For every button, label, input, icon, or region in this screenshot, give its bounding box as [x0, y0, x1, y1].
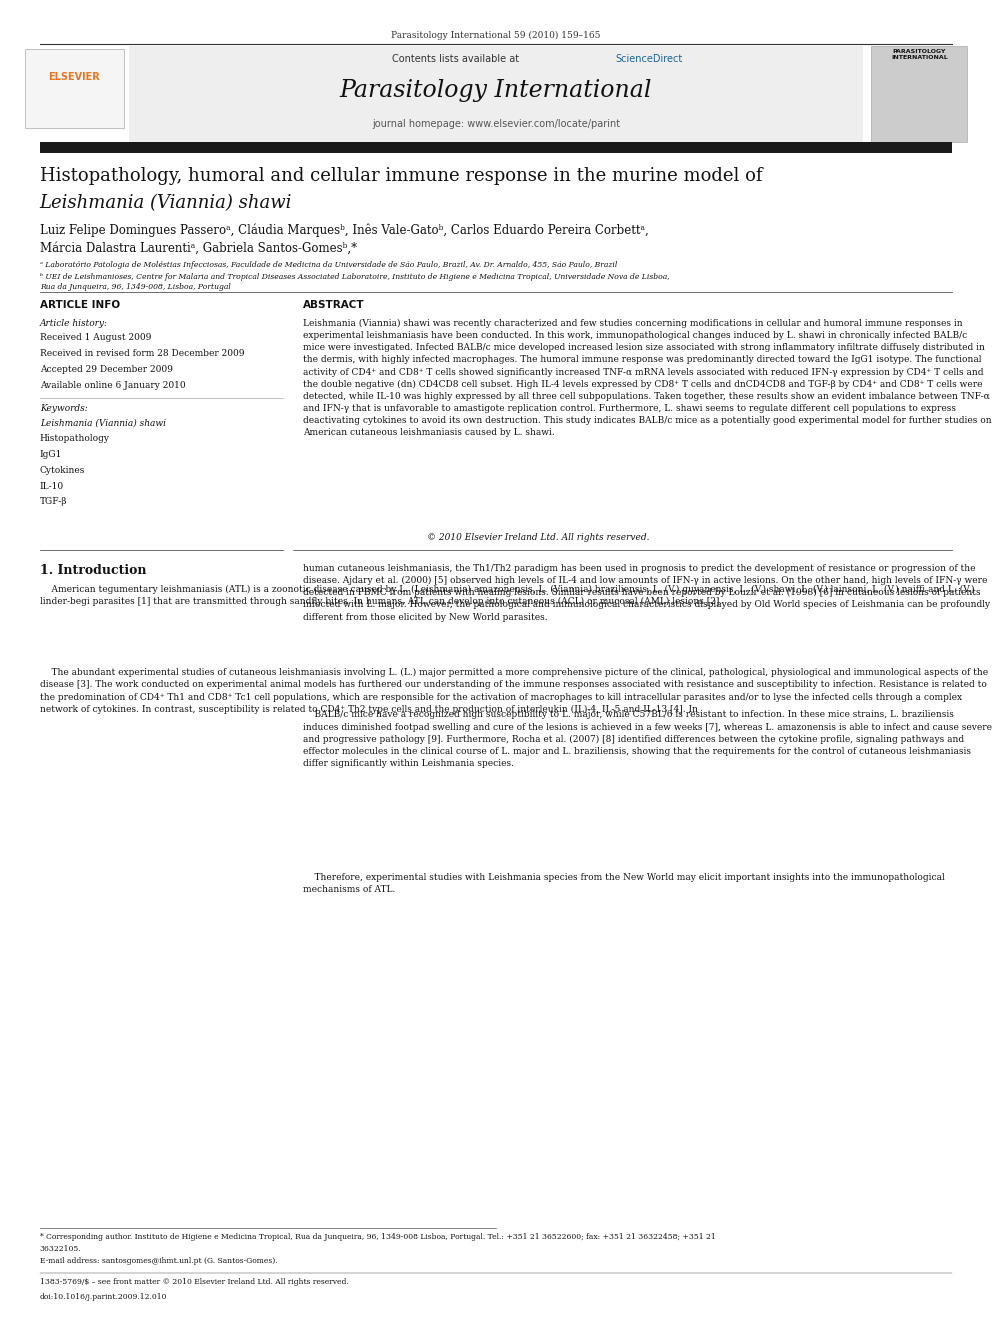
Text: Histopathology: Histopathology — [40, 434, 110, 443]
Text: Article history:: Article history: — [40, 319, 108, 328]
Text: Leishmania (Viannia) shawi: Leishmania (Viannia) shawi — [40, 418, 166, 427]
FancyBboxPatch shape — [871, 46, 967, 142]
Text: Available online 6 January 2010: Available online 6 January 2010 — [40, 381, 186, 390]
Text: Received 1 August 2009: Received 1 August 2009 — [40, 333, 151, 343]
Text: ABSTRACT: ABSTRACT — [303, 300, 364, 311]
Text: doi:10.1016/j.parint.2009.12.010: doi:10.1016/j.parint.2009.12.010 — [40, 1293, 168, 1301]
Text: Rua da Junqueira, 96, 1349-008, Lisboa, Portugal: Rua da Junqueira, 96, 1349-008, Lisboa, … — [40, 283, 230, 291]
FancyBboxPatch shape — [40, 142, 952, 153]
Text: Parasitology International: Parasitology International — [340, 79, 652, 102]
FancyBboxPatch shape — [129, 46, 863, 142]
Text: Luiz Felipe Domingues Passeroᵃ, Cláudia Marquesᵇ, Inês Vale-Gatoᵇ, Carlos Eduard: Luiz Felipe Domingues Passeroᵃ, Cláudia … — [40, 224, 649, 237]
Text: * Corresponding author. Instituto de Higiene e Medicina Tropical, Rua da Junquei: * Corresponding author. Instituto de Hig… — [40, 1233, 715, 1241]
Text: Keywords:: Keywords: — [40, 404, 87, 413]
Text: IL-10: IL-10 — [40, 482, 63, 491]
Text: 1383-5769/$ – see front matter © 2010 Elsevier Ireland Ltd. All rights reserved.: 1383-5769/$ – see front matter © 2010 El… — [40, 1278, 348, 1286]
Text: American tegumentary leishmaniasis (ATL) is a zoonotic disease caused by L. (Lei: American tegumentary leishmaniasis (ATL)… — [40, 585, 974, 606]
Text: Accepted 29 December 2009: Accepted 29 December 2009 — [40, 365, 173, 374]
Text: ᵇ UEI de Leishmanioses, Centre for Malaria and Tropical Diseases Associated Labo: ᵇ UEI de Leishmanioses, Centre for Malar… — [40, 273, 670, 280]
Text: human cutaneous leishmaniasis, the Th1/Th2 paradigm has been used in prognosis t: human cutaneous leishmaniasis, the Th1/T… — [303, 564, 990, 622]
Text: © 2010 Elsevier Ireland Ltd. All rights reserved.: © 2010 Elsevier Ireland Ltd. All rights … — [428, 533, 650, 542]
Text: ELSEVIER: ELSEVIER — [49, 71, 100, 82]
Text: ARTICLE INFO: ARTICLE INFO — [40, 300, 120, 311]
Text: Cytokines: Cytokines — [40, 466, 85, 475]
Text: IgG1: IgG1 — [40, 450, 62, 459]
Text: ᵃ Laboratório Patologia de Moléstias Infecciosas, Faculdade de Medicina da Unive: ᵃ Laboratório Patologia de Moléstias Inf… — [40, 261, 617, 269]
Text: E-mail address: santosgomes@ihmt.unl.pt (G. Santos-Gomes).: E-mail address: santosgomes@ihmt.unl.pt … — [40, 1257, 278, 1265]
Text: The abundant experimental studies of cutaneous leishmaniasis involving L. (L.) m: The abundant experimental studies of cut… — [40, 668, 988, 714]
Text: 1. Introduction: 1. Introduction — [40, 564, 146, 577]
Text: TGF-β: TGF-β — [40, 497, 67, 507]
Text: ScienceDirect: ScienceDirect — [615, 54, 682, 65]
Text: Leishmania (Viannia) shawi was recently characterized and few studies concerning: Leishmania (Viannia) shawi was recently … — [303, 319, 991, 438]
Text: Leishmania (Viannia) shawi: Leishmania (Viannia) shawi — [40, 194, 292, 213]
Text: BALB/c mice have a recognized high susceptibility to L. major, while C57BL/6 is : BALB/c mice have a recognized high susce… — [303, 710, 992, 769]
FancyBboxPatch shape — [25, 49, 124, 128]
Text: journal homepage: www.elsevier.com/locate/parint: journal homepage: www.elsevier.com/locat… — [372, 119, 620, 130]
Text: Contents lists available at: Contents lists available at — [392, 54, 522, 65]
Text: Parasitology International 59 (2010) 159–165: Parasitology International 59 (2010) 159… — [391, 30, 601, 40]
Text: Therefore, experimental studies with Leishmania species from the New World may e: Therefore, experimental studies with Lei… — [303, 873, 944, 894]
Text: PARASITOLOGY
INTERNATIONAL: PARASITOLOGY INTERNATIONAL — [891, 49, 948, 60]
Text: Histopathology, humoral and cellular immune response in the murine model of: Histopathology, humoral and cellular imm… — [40, 167, 762, 185]
Text: Received in revised form 28 December 2009: Received in revised form 28 December 200… — [40, 349, 244, 359]
Text: Márcia Dalastra Laurentiᵃ, Gabriela Santos-Gomesᵇ,*: Márcia Dalastra Laurentiᵃ, Gabriela Sant… — [40, 242, 357, 255]
Text: 36322105.: 36322105. — [40, 1245, 81, 1253]
